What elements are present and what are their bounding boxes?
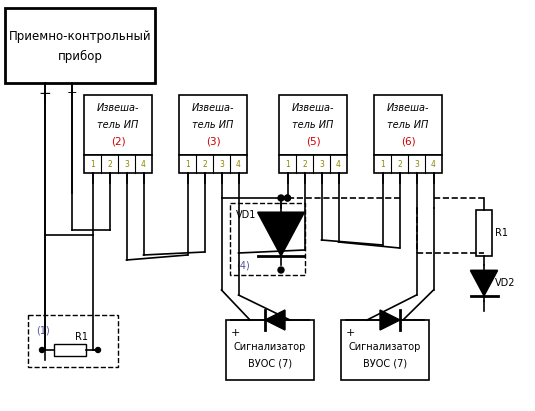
Bar <box>476 210 492 256</box>
Text: 3: 3 <box>124 159 129 169</box>
Polygon shape <box>265 310 285 330</box>
Circle shape <box>285 195 291 201</box>
Text: Приемно-контрольный: Приемно-контрольный <box>9 30 151 43</box>
Bar <box>84 95 152 155</box>
Bar <box>179 155 247 173</box>
Text: R1: R1 <box>74 332 88 342</box>
Text: (2): (2) <box>111 137 125 147</box>
Bar <box>230 203 305 275</box>
Bar <box>374 155 442 173</box>
Text: ВУОС (7): ВУОС (7) <box>363 358 407 368</box>
Text: тель ИП: тель ИП <box>292 120 334 130</box>
Text: прибор: прибор <box>58 50 102 63</box>
Text: 2: 2 <box>107 159 112 169</box>
Text: Извеша-: Извеша- <box>387 103 429 113</box>
Text: 1: 1 <box>185 159 190 169</box>
Bar <box>279 155 347 173</box>
Text: (6): (6) <box>401 137 415 147</box>
Text: VD1: VD1 <box>236 210 256 220</box>
Text: (3): (3) <box>205 137 220 147</box>
Text: 2: 2 <box>397 159 402 169</box>
Text: 4: 4 <box>141 159 146 169</box>
Text: (4): (4) <box>236 260 250 270</box>
Text: ВУОС (7): ВУОС (7) <box>248 358 292 368</box>
Text: 4: 4 <box>336 159 341 169</box>
Bar <box>226 320 314 380</box>
Text: Извеша-: Извеша- <box>192 103 234 113</box>
Text: 4: 4 <box>431 159 436 169</box>
Circle shape <box>96 347 101 353</box>
Bar <box>179 95 247 155</box>
Bar <box>28 315 118 367</box>
Polygon shape <box>258 212 304 256</box>
Text: тель ИП: тель ИП <box>97 120 139 130</box>
Text: Извеша-: Извеша- <box>97 103 139 113</box>
Bar <box>341 320 429 380</box>
Text: 1: 1 <box>285 159 290 169</box>
Text: Извеша-: Извеша- <box>292 103 334 113</box>
Text: 1: 1 <box>380 159 385 169</box>
Bar <box>279 95 347 155</box>
Polygon shape <box>470 270 498 296</box>
Text: 3: 3 <box>414 159 419 169</box>
Text: 4: 4 <box>236 159 241 169</box>
Text: R1: R1 <box>495 228 508 238</box>
Text: 2: 2 <box>202 159 207 169</box>
Text: +: + <box>345 328 355 338</box>
Text: Сигнализатор: Сигнализатор <box>234 342 306 352</box>
Bar <box>84 155 152 173</box>
Bar <box>54 344 86 356</box>
Text: Сигнализатор: Сигнализатор <box>349 342 421 352</box>
Circle shape <box>40 347 44 353</box>
Text: +: + <box>230 328 240 338</box>
Circle shape <box>278 267 284 273</box>
Text: (1): (1) <box>36 325 50 335</box>
Text: 3: 3 <box>319 159 324 169</box>
Text: тель ИП: тель ИП <box>192 120 234 130</box>
Circle shape <box>285 195 291 201</box>
Text: 2: 2 <box>302 159 307 169</box>
Bar <box>374 95 442 155</box>
Polygon shape <box>380 310 400 330</box>
Text: 3: 3 <box>219 159 224 169</box>
Text: (5): (5) <box>305 137 320 147</box>
Text: тель ИП: тель ИП <box>387 120 429 130</box>
Circle shape <box>278 195 284 201</box>
Text: +: + <box>67 86 78 99</box>
Text: 1: 1 <box>90 159 95 169</box>
Text: −: − <box>39 85 51 101</box>
Bar <box>5 8 155 83</box>
Text: VD2: VD2 <box>495 278 516 288</box>
